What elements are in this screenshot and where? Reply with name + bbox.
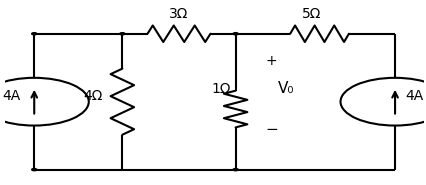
Circle shape <box>120 33 125 35</box>
Text: 4A: 4A <box>2 89 20 103</box>
Text: V₀: V₀ <box>278 81 294 96</box>
Text: 4Ω: 4Ω <box>83 89 103 103</box>
Circle shape <box>233 169 238 171</box>
Text: 4A: 4A <box>405 89 423 103</box>
Circle shape <box>32 169 37 171</box>
Text: 3Ω: 3Ω <box>169 6 189 21</box>
Text: 5Ω: 5Ω <box>302 6 321 21</box>
Circle shape <box>233 33 238 35</box>
Text: +: + <box>265 54 277 68</box>
Circle shape <box>32 33 37 35</box>
Text: −: − <box>265 122 278 137</box>
Text: 1Ω: 1Ω <box>211 82 231 96</box>
